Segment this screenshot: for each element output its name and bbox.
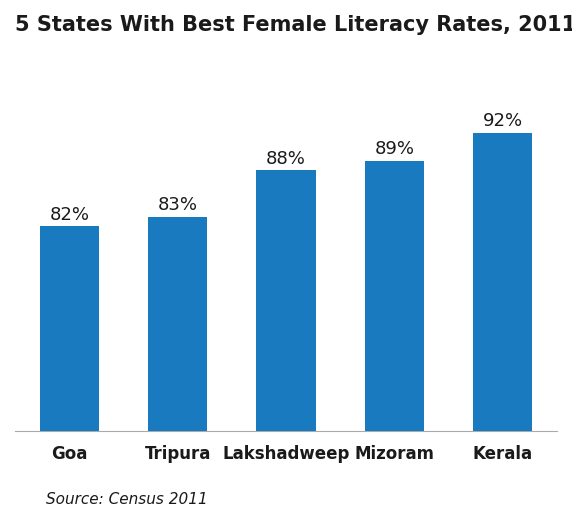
Text: 92%: 92% xyxy=(483,113,523,131)
Text: 5 States With Best Female Literacy Rates, 2011: 5 States With Best Female Literacy Rates… xyxy=(15,15,572,35)
Bar xyxy=(39,226,99,514)
Bar xyxy=(364,161,424,514)
Bar xyxy=(473,133,533,514)
Bar xyxy=(148,217,208,514)
Text: 83%: 83% xyxy=(158,196,198,214)
Text: Source: Census 2011: Source: Census 2011 xyxy=(46,492,208,507)
Text: 88%: 88% xyxy=(266,150,306,168)
Text: 89%: 89% xyxy=(374,140,414,158)
Text: 82%: 82% xyxy=(49,206,89,224)
Bar xyxy=(256,171,316,514)
